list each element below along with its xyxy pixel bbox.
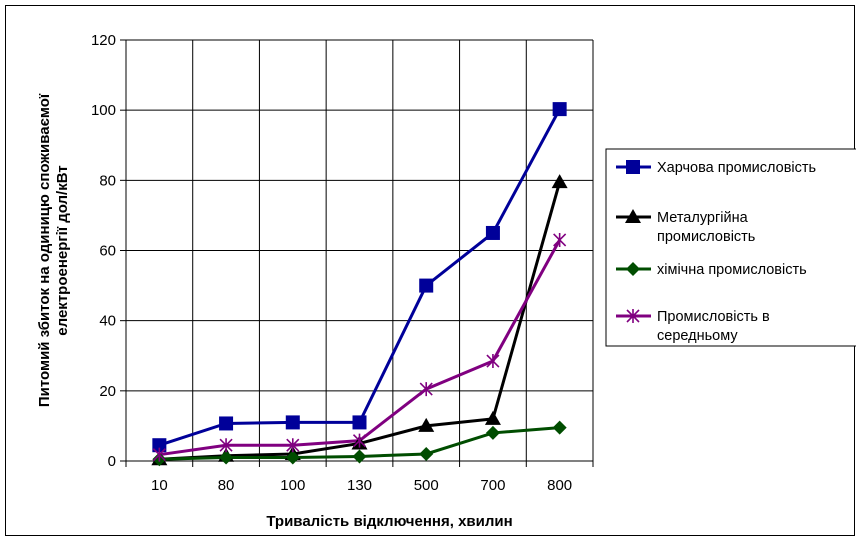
data-point — [152, 438, 167, 453]
data-point — [626, 262, 640, 276]
chart-frame: 0 20 40 60 80 100 120 10 80 100 130 500 700 800 Тривал… — [5, 5, 856, 536]
x-tick-label: 800 — [547, 477, 572, 494]
data-point — [352, 449, 367, 464]
y-axis-title: електроенергії дол/кВт — [54, 165, 71, 335]
data-point — [626, 160, 640, 174]
data-point — [485, 225, 500, 240]
data-point — [419, 382, 433, 397]
data-point — [625, 209, 641, 223]
data-point — [286, 438, 300, 453]
data-point — [219, 450, 234, 465]
y-tick-label: 40 — [99, 313, 116, 330]
x-tick-label: 500 — [414, 477, 439, 494]
y-tick-label: 100 — [91, 102, 116, 119]
data-point — [486, 354, 500, 369]
data-point — [152, 447, 166, 462]
y-tick-label: 0 — [108, 453, 116, 470]
data-point — [352, 433, 367, 448]
line-chart: 0 20 40 60 80 100 120 10 80 100 130 500 700 800 Тривал… — [36, 32, 856, 530]
y-tick-label: 20 — [99, 383, 116, 400]
legend-label: хімічна промисловість — [657, 262, 807, 278]
legend-label: Промисловість в — [657, 309, 770, 325]
x-axis-title: Тривалість відключення, хвилин — [266, 513, 512, 530]
legend-label: Харчова промисловість — [657, 160, 816, 176]
data-point — [285, 415, 300, 430]
data-point — [418, 417, 435, 432]
x-tick-label: 80 — [218, 477, 235, 494]
y-tick-label: 60 — [99, 243, 116, 260]
data-point — [553, 232, 567, 247]
legend-label: середньому — [657, 328, 738, 344]
data-point — [219, 416, 234, 431]
y-tick-label: 80 — [99, 172, 116, 189]
data-point — [419, 278, 434, 293]
data-point — [484, 410, 501, 425]
legend-label: Металургійна — [657, 210, 749, 226]
data-point — [552, 420, 567, 435]
x-tick-label: 130 — [347, 477, 372, 494]
data-point — [219, 438, 233, 453]
y-axis-title: Питомий збиток на одиницю споживаємої — [36, 93, 53, 407]
legend-box — [605, 148, 856, 347]
legend-label: промисловість — [657, 229, 755, 245]
x-tick-label: 700 — [480, 477, 505, 494]
y-tick-label: 120 — [91, 32, 116, 49]
data-point — [419, 446, 434, 461]
data-point — [626, 309, 640, 323]
data-point — [352, 415, 367, 430]
x-tick-label: 100 — [280, 477, 305, 494]
data-point — [485, 425, 500, 440]
data-point — [551, 174, 568, 189]
data-point — [552, 102, 567, 117]
x-tick-label: 10 — [151, 477, 168, 494]
data-point — [285, 450, 300, 465]
